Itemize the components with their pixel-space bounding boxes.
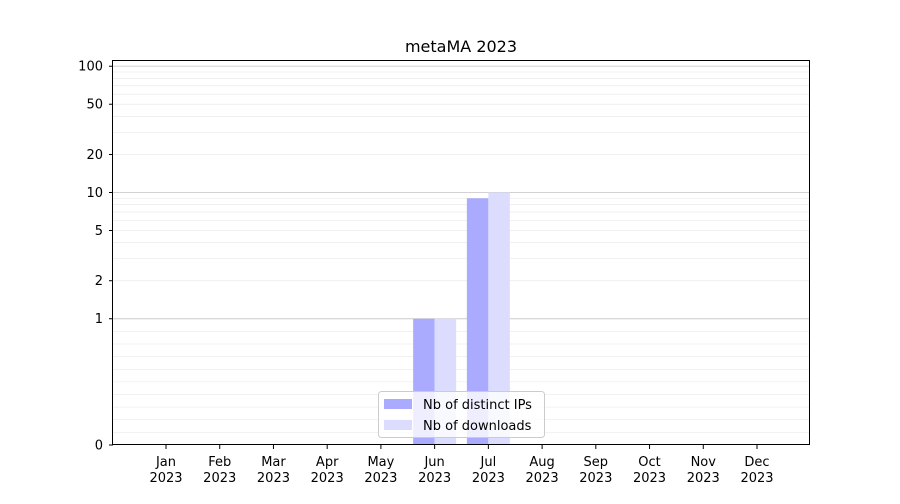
x-tick-label: Jun 2023: [418, 455, 451, 486]
y-tick-label: 5: [95, 224, 103, 239]
bar-nb-of-downloads: [488, 192, 510, 445]
x-tick-label: Aug 2023: [526, 455, 559, 486]
x-tick-label: Jul 2023: [472, 455, 505, 486]
grid-layer: [113, 65, 810, 433]
x-tick-label: May 2023: [364, 455, 397, 486]
x-tick-label: Apr 2023: [311, 455, 344, 486]
legend-label: Nb of distinct IPs: [423, 398, 532, 413]
bar-nb-of-distinct-ips: [466, 198, 489, 445]
plot-frame: [112, 60, 810, 445]
y-tick-label: 50: [86, 98, 103, 113]
legend-swatch: [384, 399, 412, 409]
y-tick-label: 0: [95, 439, 103, 454]
x-tick-label: Mar 2023: [257, 455, 290, 486]
x-tick-label: Oct 2023: [633, 455, 666, 486]
x-tick-label: Dec 2023: [740, 455, 773, 486]
y-tick-label: 2: [95, 274, 103, 289]
x-tick-label: Nov 2023: [687, 455, 720, 486]
legend: Nb of distinct IPs Nb of downloads: [378, 391, 545, 438]
legend-box: [378, 391, 545, 438]
x-tick-label: Sep 2023: [579, 455, 612, 486]
y-tick-label: 10: [86, 186, 103, 201]
legend-label: Nb of downloads: [423, 419, 532, 434]
x-tick-label: Feb 2023: [203, 455, 236, 486]
y-tick-label: 100: [78, 60, 103, 75]
x-axis: Jan 2023 Feb 2023 Mar 2023 Apr 2023 May 2023 Jun 20…: [149, 445, 774, 486]
y-tick-label: 20: [86, 148, 103, 163]
chart-title: metaMA 2023: [405, 37, 517, 56]
legend-swatch: [384, 420, 412, 430]
y-axis: 0 1 2 5 10 20 50 100: [78, 60, 113, 454]
x-tick-label: Jan 2023: [149, 455, 182, 486]
y-tick-label: 1: [95, 312, 103, 327]
